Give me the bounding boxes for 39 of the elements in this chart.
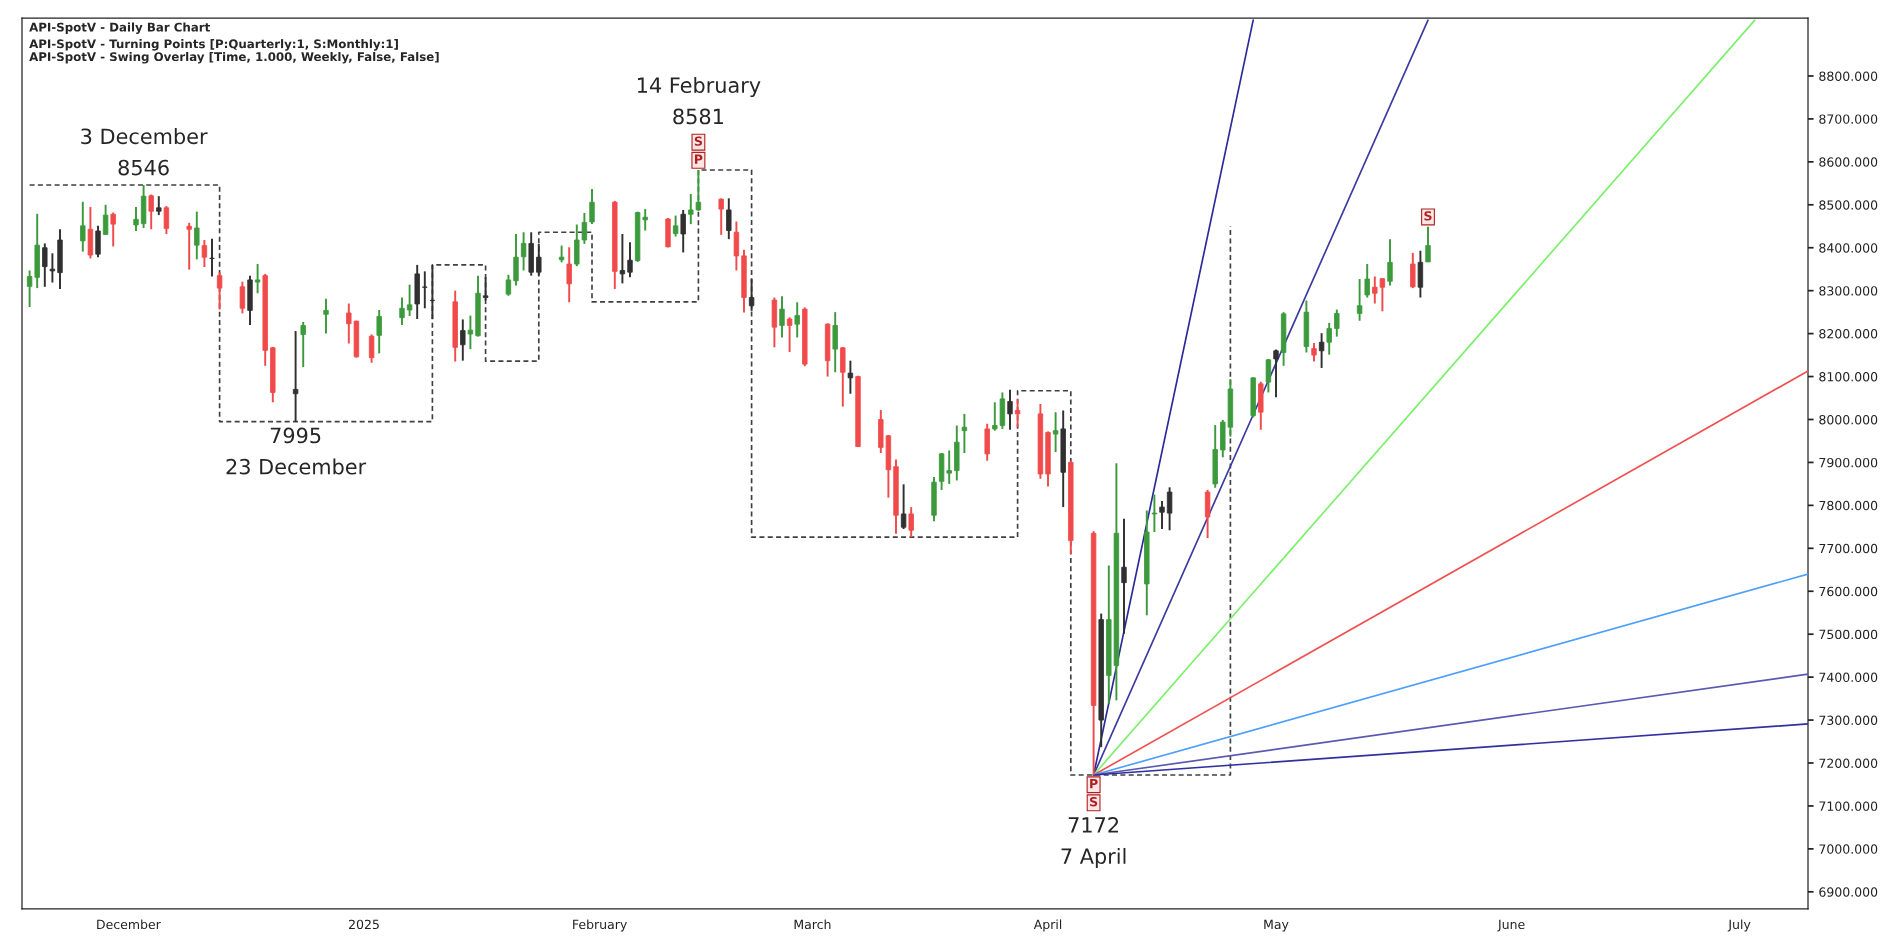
- annotation: P: [694, 154, 703, 164]
- annotation: S: [1424, 211, 1432, 221]
- y-tick-label: 7800.000: [1819, 500, 1878, 511]
- y-tick-label: 7200.000: [1819, 758, 1878, 768]
- y-tick-label: 7900.000: [1819, 457, 1878, 468]
- x-tick-label: December: [97, 919, 161, 930]
- annotation: 7995 23 December: [226, 427, 367, 475]
- y-tick-label: 8700.000: [1819, 114, 1878, 124]
- chart-title: API-SpotV - Daily Bar Chart: [29, 22, 210, 34]
- y-tick-label: 8600.000: [1819, 157, 1878, 167]
- y-tick-label: 8800.000: [1819, 71, 1878, 81]
- y-tick-label: 7000.000: [1819, 844, 1878, 854]
- x-tick-label: April: [1033, 919, 1062, 932]
- y-tick-label: 6900.000: [1819, 887, 1878, 897]
- y-tick-label: 7600.000: [1819, 586, 1878, 597]
- x-tick-label: July: [1727, 919, 1751, 932]
- y-tick-label: 8500.000: [1819, 200, 1878, 210]
- y-tick-label: 7300.000: [1819, 715, 1878, 725]
- annotation: 7172 7 April: [1061, 817, 1126, 869]
- annotation: S: [694, 136, 702, 146]
- annotation: S: [1090, 796, 1098, 807]
- y-tick-label: 7500.000: [1819, 629, 1878, 640]
- y-tick-label: 8400.000: [1819, 243, 1878, 253]
- y-tick-label: 7400.000: [1819, 672, 1878, 683]
- x-tick-label: February: [573, 919, 627, 932]
- annotation: 3 December 8546: [81, 128, 208, 176]
- x-tick-label: March: [794, 919, 831, 930]
- annotation: 14 February 8581: [637, 76, 761, 125]
- text: API-SpotV - Turning Points [P:Quarterly:1, S:Monthly:1] API-SpotV - Swing Overlay [Time, 1.000, Weekly, False, False]: [29, 39, 439, 64]
- x-tick-label: May: [1264, 919, 1289, 932]
- x-tick-label: 2025: [349, 919, 379, 930]
- y-tick-label: 8300.000: [1819, 286, 1878, 296]
- y-tick-label: 8100.000: [1819, 372, 1878, 382]
- y-tick-label: 8200.000: [1819, 329, 1878, 339]
- annotation: P: [1090, 779, 1098, 789]
- x-tick-label: June: [1497, 919, 1525, 932]
- y-tick-label: 7100.000: [1819, 801, 1878, 811]
- y-tick-label: 7700.000: [1819, 543, 1878, 554]
- y-tick-label: 8000.000: [1819, 414, 1878, 425]
